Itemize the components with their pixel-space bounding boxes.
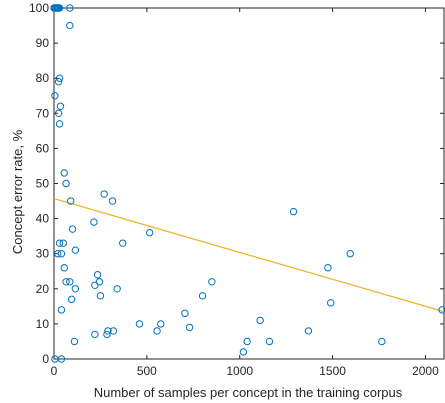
data-point — [304, 327, 313, 335]
data-point — [181, 309, 189, 318]
y-tick-label: 10 — [36, 317, 50, 331]
data-points-layer — [50, 4, 445, 363]
data-point — [289, 207, 298, 216]
x-tick-label: 0 — [51, 364, 58, 378]
data-point — [57, 250, 66, 258]
data-point — [62, 278, 70, 286]
data-point — [378, 337, 386, 346]
data-point — [67, 295, 76, 304]
data-point — [55, 120, 64, 128]
data-point — [135, 320, 144, 328]
plot-area — [53, 7, 445, 360]
x-tick-label: 2000 — [412, 364, 439, 378]
data-point — [60, 169, 68, 177]
data-point — [324, 264, 332, 272]
data-point — [57, 306, 66, 314]
data-point — [108, 197, 117, 205]
y-tick-label: 100 — [29, 1, 49, 15]
trend-line-layer — [53, 198, 445, 313]
data-point — [438, 306, 445, 314]
data-point — [103, 330, 111, 339]
data-point — [90, 218, 98, 226]
data-point — [57, 355, 66, 363]
data-point — [145, 228, 154, 237]
x-axis-ticks: 0 500 1000 1500 2000 — [51, 8, 439, 378]
data-point — [71, 285, 80, 293]
data-point — [93, 271, 102, 279]
data-point — [208, 278, 216, 286]
x-tick-label: 1500 — [319, 364, 346, 378]
data-point — [100, 190, 108, 198]
data-point — [55, 74, 64, 82]
data-point — [104, 327, 112, 335]
data-point — [68, 225, 77, 233]
data-point — [71, 246, 80, 254]
data-point — [66, 4, 74, 12]
data-point — [55, 4, 64, 12]
data-point — [54, 109, 63, 118]
data-point — [60, 264, 68, 272]
y-tick-label: 30 — [36, 247, 50, 261]
data-point — [59, 239, 67, 247]
data-point — [91, 330, 99, 339]
data-point — [185, 323, 194, 332]
data-point — [54, 250, 62, 258]
data-point — [327, 299, 335, 307]
data-point — [119, 239, 127, 247]
data-point — [67, 197, 75, 205]
data-point — [95, 278, 104, 286]
data-point — [265, 337, 274, 346]
data-point — [256, 316, 264, 325]
y-tick-label: 70 — [36, 106, 50, 120]
x-tick-label: 500 — [137, 364, 157, 378]
data-point — [66, 278, 74, 286]
data-point — [55, 239, 64, 247]
y-axis-ticks: 0 10 20 30 40 50 60 70 80 90 100 — [29, 1, 444, 366]
y-tick-label: 40 — [36, 212, 50, 226]
y-axis-label: Concept error rate, % — [10, 129, 25, 254]
y-tick-label: 0 — [42, 352, 49, 366]
data-point — [91, 281, 99, 289]
data-point — [56, 102, 65, 110]
data-point — [66, 21, 74, 30]
data-point — [157, 320, 165, 328]
data-point — [113, 285, 121, 293]
data-point — [70, 337, 79, 346]
data-point — [243, 337, 251, 346]
y-tick-label: 20 — [36, 282, 50, 296]
data-point — [198, 292, 207, 300]
data-point — [346, 250, 354, 258]
data-point — [62, 179, 70, 188]
x-tick-label: 1000 — [226, 364, 253, 378]
y-tick-label: 60 — [36, 141, 50, 155]
data-point — [96, 292, 105, 300]
y-tick-label: 80 — [36, 71, 50, 85]
data-point — [54, 78, 63, 86]
axes-frame — [53, 7, 445, 360]
data-point — [239, 348, 248, 356]
data-point — [109, 327, 118, 335]
data-point — [51, 92, 59, 100]
trend-line — [53, 198, 445, 313]
y-tick-label: 90 — [36, 36, 50, 50]
data-point — [153, 327, 161, 335]
y-tick-label: 50 — [36, 177, 50, 191]
x-axis-label: Number of samples per concept in the tra… — [94, 385, 403, 400]
